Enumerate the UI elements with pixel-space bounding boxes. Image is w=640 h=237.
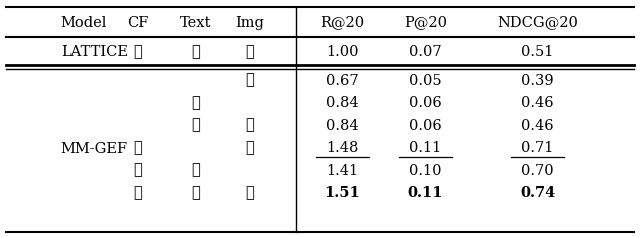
Text: 0.10: 0.10 (410, 164, 442, 178)
Text: 0.06: 0.06 (409, 118, 442, 133)
Text: 1.51: 1.51 (324, 186, 360, 200)
Text: 0.06: 0.06 (409, 96, 442, 110)
Text: ✓: ✓ (133, 186, 142, 200)
Text: 0.74: 0.74 (520, 186, 556, 200)
Text: ✓: ✓ (191, 118, 200, 133)
Text: Model: Model (61, 15, 107, 30)
Text: Text: Text (179, 15, 211, 30)
Text: 0.70: 0.70 (522, 164, 554, 178)
Text: ✓: ✓ (245, 118, 254, 133)
Text: ✓: ✓ (245, 45, 254, 59)
Text: MM-GEF: MM-GEF (61, 142, 128, 156)
Text: ✓: ✓ (191, 164, 200, 178)
Text: Img: Img (235, 15, 264, 30)
Text: 0.84: 0.84 (326, 118, 358, 133)
Text: NDCG@20: NDCG@20 (497, 15, 578, 30)
Text: ✓: ✓ (133, 45, 142, 59)
Text: 0.67: 0.67 (326, 73, 358, 88)
Text: R@20: R@20 (321, 15, 364, 30)
Text: 0.07: 0.07 (410, 45, 442, 59)
Text: 0.71: 0.71 (522, 141, 554, 155)
Text: 0.05: 0.05 (410, 73, 442, 88)
Text: 0.39: 0.39 (522, 73, 554, 88)
Text: 0.46: 0.46 (522, 118, 554, 133)
Text: 0.11: 0.11 (410, 141, 442, 155)
Text: 1.41: 1.41 (326, 164, 358, 178)
Text: ✓: ✓ (245, 141, 254, 155)
Text: 1.00: 1.00 (326, 45, 358, 59)
Text: P@20: P@20 (404, 15, 447, 30)
Text: 1.48: 1.48 (326, 141, 358, 155)
Text: ✓: ✓ (245, 186, 254, 200)
Text: 0.51: 0.51 (522, 45, 554, 59)
Text: ✓: ✓ (191, 45, 200, 59)
Text: 0.46: 0.46 (522, 96, 554, 110)
Text: ✓: ✓ (191, 96, 200, 110)
Text: 0.84: 0.84 (326, 96, 358, 110)
Text: ✓: ✓ (133, 164, 142, 178)
Text: ✓: ✓ (191, 186, 200, 200)
Text: LATTICE: LATTICE (61, 45, 128, 59)
Text: 0.11: 0.11 (408, 186, 444, 200)
Text: CF: CF (127, 15, 148, 30)
Text: ✓: ✓ (245, 73, 254, 88)
Text: ✓: ✓ (133, 141, 142, 155)
